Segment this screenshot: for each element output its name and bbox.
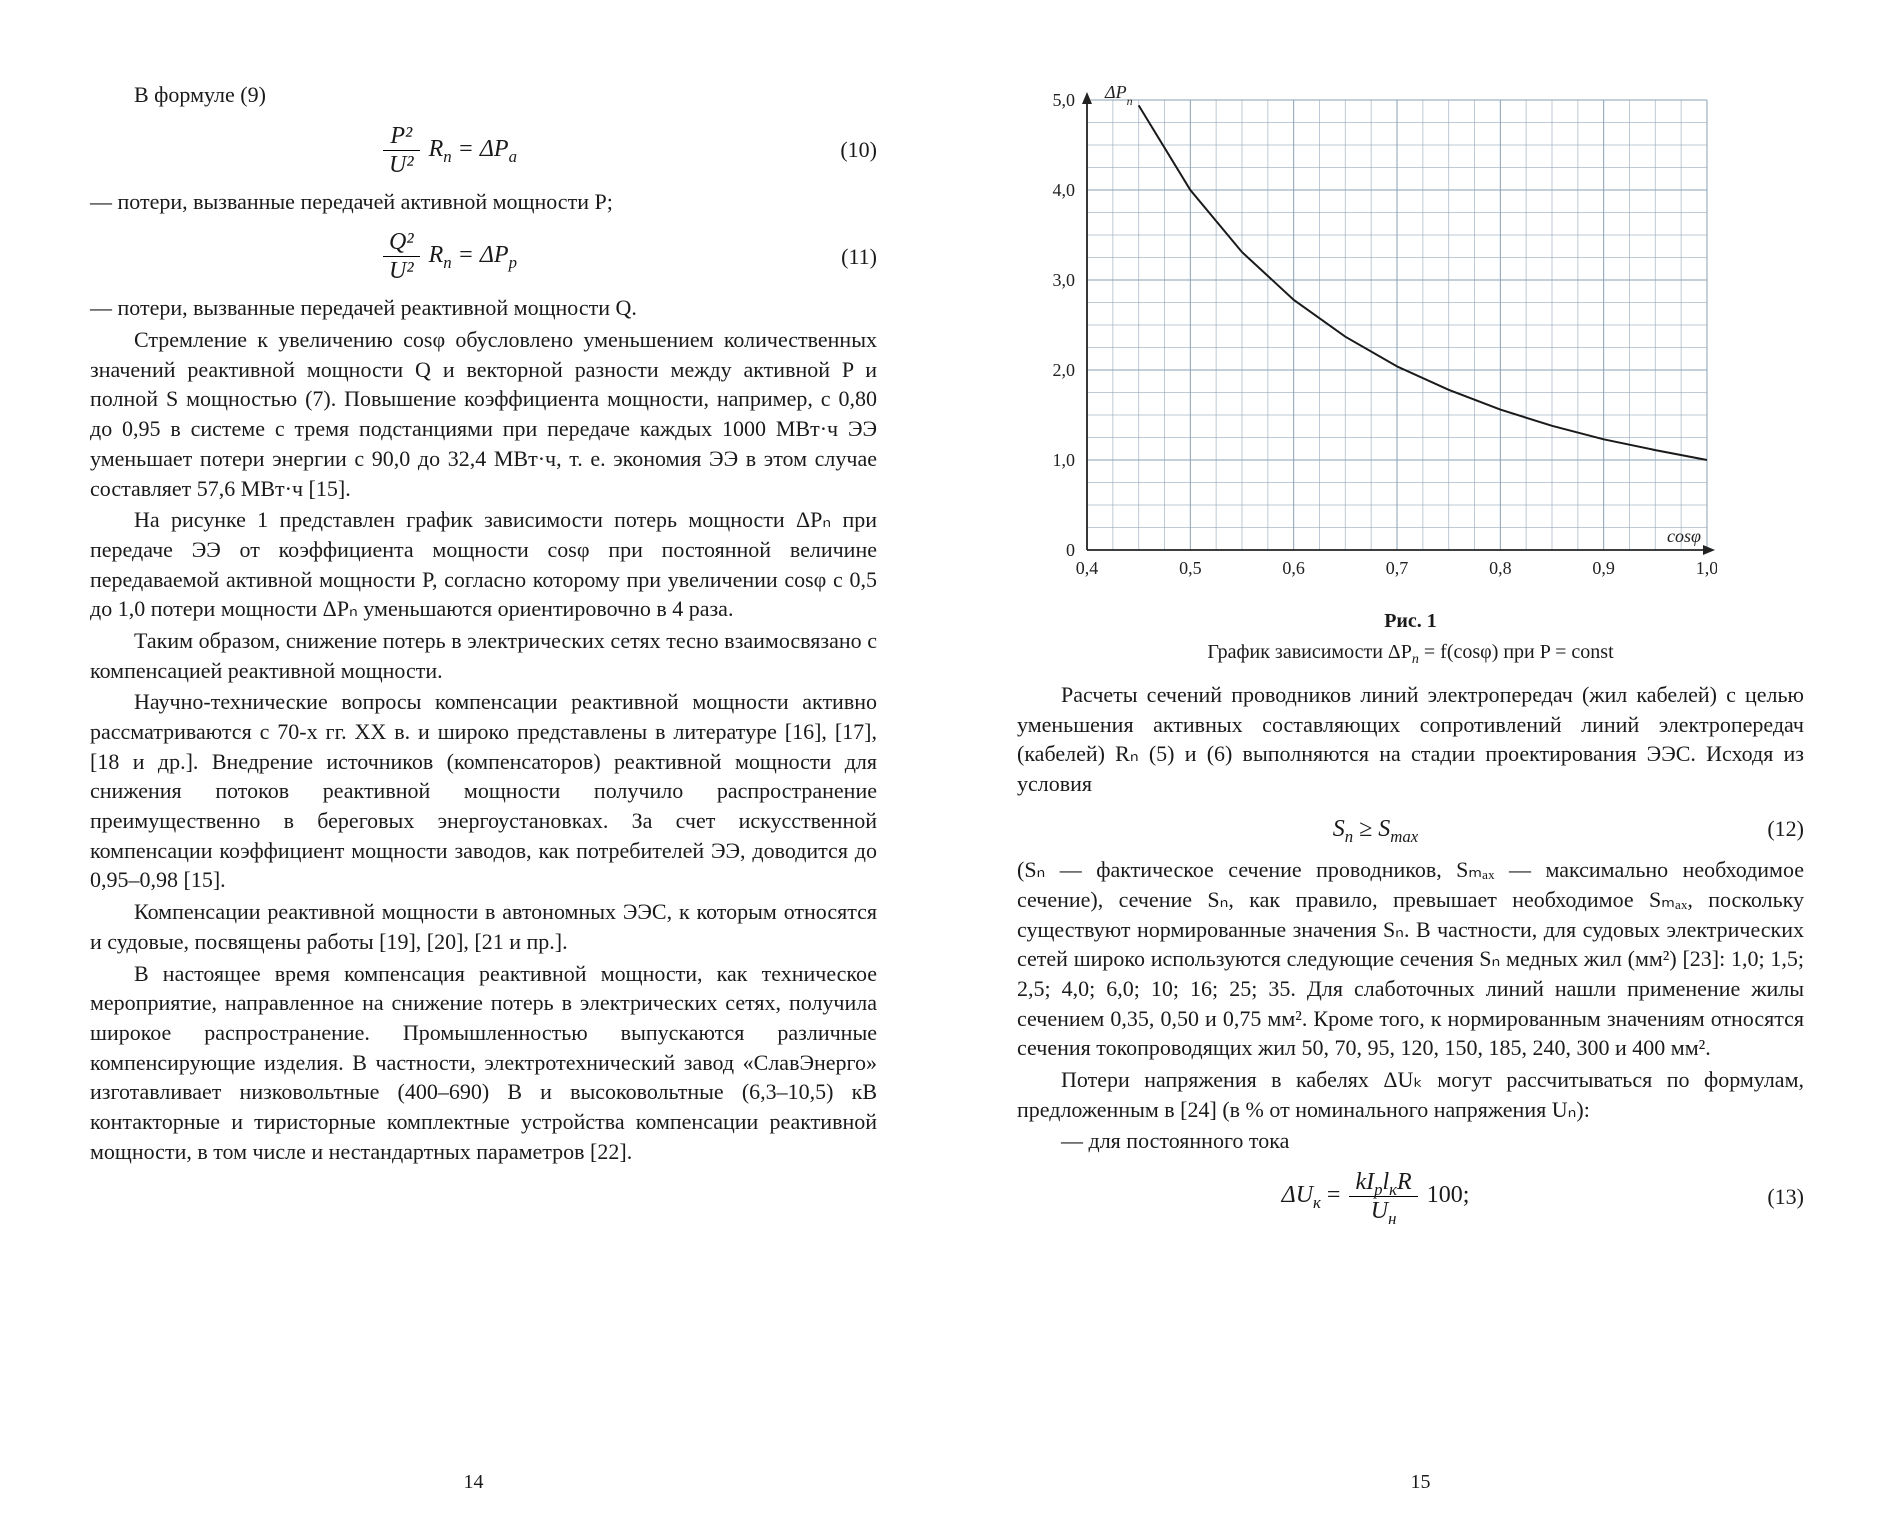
eq13-num-s2: к xyxy=(1389,1180,1397,1199)
eq13-num-s1: р xyxy=(1374,1180,1382,1199)
svg-text:1,0: 1,0 xyxy=(1053,450,1076,470)
eq11-eq: = ΔP xyxy=(458,242,509,268)
left-page: В формуле (9) P² U² Rn = ΔPa (10) — поте… xyxy=(0,0,947,1526)
fig-cap-sub: n xyxy=(1412,652,1419,667)
text-p3: — потери, вызванные передачей реактивной… xyxy=(90,293,877,323)
eq13-den-s: н xyxy=(1388,1209,1396,1228)
eq13-tail: 100; xyxy=(1427,1182,1470,1208)
svg-text:0,7: 0,7 xyxy=(1386,558,1409,578)
eq12-smax: max xyxy=(1390,827,1418,846)
svg-text:5,0: 5,0 xyxy=(1053,90,1076,110)
page-number-left: 14 xyxy=(0,1469,947,1496)
text-p6: Таким образом, снижение потерь в электри… xyxy=(90,626,877,685)
eq11-number: (11) xyxy=(807,242,877,272)
svg-text:0: 0 xyxy=(1066,540,1075,560)
eq10-number: (10) xyxy=(807,135,877,165)
eq10-den: U² xyxy=(383,151,420,177)
r-text-p3: Потери напряжения в кабелях ΔUₖ могут ра… xyxy=(1017,1065,1804,1124)
r-text-p4: — для постоянного тока xyxy=(1017,1126,1804,1156)
eq13-lhs-sub: к xyxy=(1313,1193,1321,1212)
text-p7: Научно-технические вопросы компенсации р… xyxy=(90,687,877,895)
r-text-p1: Расчеты сечений проводников линий электр… xyxy=(1017,680,1804,799)
equation-10: P² U² Rn = ΔPa (10) xyxy=(90,124,877,177)
eq10-rn: n xyxy=(443,147,451,166)
text-p5: На рисунке 1 представлен график зависимо… xyxy=(90,505,877,624)
eq10-sub: a xyxy=(509,147,517,166)
svg-text:0,6: 0,6 xyxy=(1282,558,1305,578)
svg-text:0,8: 0,8 xyxy=(1489,558,1512,578)
eq12-geq: ≥ S xyxy=(1359,816,1390,842)
eq13-den-a: U xyxy=(1371,1198,1388,1224)
svg-text:0,5: 0,5 xyxy=(1179,558,1202,578)
r-text-p2: (Sₙ — фактическое сечение проводников, S… xyxy=(1017,855,1804,1063)
page-number-right: 15 xyxy=(947,1469,1894,1496)
svg-text:4,0: 4,0 xyxy=(1053,180,1076,200)
eq13-number: (13) xyxy=(1734,1182,1804,1212)
svg-text:0,9: 0,9 xyxy=(1592,558,1615,578)
text-p2: — потери, вызванные передачей активной м… xyxy=(90,187,877,217)
eq11-num: Q² xyxy=(383,230,420,257)
svg-text:2,0: 2,0 xyxy=(1053,360,1076,380)
eq11-den: U² xyxy=(383,257,420,283)
svg-text:1,0: 1,0 xyxy=(1696,558,1717,578)
eq12-s: S xyxy=(1333,816,1345,842)
eq13-num-c: R xyxy=(1397,1169,1412,1195)
equation-13: ΔUк = kIрlкR Uн 100; (13) xyxy=(1017,1170,1804,1223)
eq10-num: P² xyxy=(383,124,420,151)
eq10-eq: = ΔP xyxy=(458,136,509,162)
eq12-number: (12) xyxy=(1734,814,1804,844)
figure-label: Рис. 1 xyxy=(1017,608,1804,635)
svg-text:0,4: 0,4 xyxy=(1076,558,1099,578)
svg-text:cosφ: cosφ xyxy=(1667,526,1701,546)
eq11-r: R xyxy=(429,242,444,268)
right-page: 0,40,50,60,70,80,91,001,02,03,04,05,0ΔPn… xyxy=(947,0,1894,1526)
text-p1: В формуле (9) xyxy=(90,80,877,110)
text-p9: В настоящее время компенсация реактивной… xyxy=(90,959,877,1167)
eq13-num-a: kI xyxy=(1355,1169,1374,1195)
eq13-lhs: ΔU xyxy=(1282,1182,1313,1208)
equation-12: Sп ≥ Smax (12) xyxy=(1017,813,1804,845)
figure-caption: График зависимости ΔPn = f(cosφ) при P =… xyxy=(1017,639,1804,666)
eq11-rn: n xyxy=(443,253,451,272)
svg-text:3,0: 3,0 xyxy=(1053,270,1076,290)
text-p8: Компенсации реактивной мощности в автоно… xyxy=(90,897,877,956)
page-spread: В формуле (9) P² U² Rn = ΔPa (10) — поте… xyxy=(0,0,1894,1526)
fig-cap-b: = f(cosφ) при P = const xyxy=(1419,641,1614,663)
eq10-r: R xyxy=(429,136,444,162)
text-p4: Стремление к увеличению cosφ обусловлено… xyxy=(90,325,877,503)
equation-11: Q² U² Rn = ΔPp (11) xyxy=(90,230,877,283)
figure-1-chart: 0,40,50,60,70,80,91,001,02,03,04,05,0ΔPn… xyxy=(1017,80,1804,600)
eq12-sp: п xyxy=(1345,827,1353,846)
chart-svg: 0,40,50,60,70,80,91,001,02,03,04,05,0ΔPn… xyxy=(1017,80,1717,600)
fig-cap-a: График зависимости ΔP xyxy=(1207,641,1412,663)
eq11-sub: p xyxy=(509,253,517,272)
